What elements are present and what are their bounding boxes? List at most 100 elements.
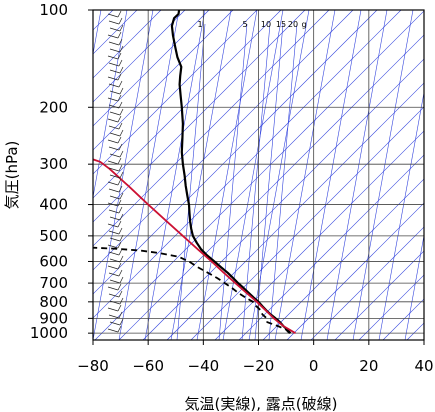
wind-barb [108, 188, 120, 193]
dry-adiabat [93, 10, 330, 247]
dewpoint-line [93, 246, 291, 334]
wind-barb [109, 90, 121, 95]
dry-adiabat [93, 10, 306, 223]
wind-barb [109, 174, 121, 179]
x-tick-label: −40 [188, 357, 220, 375]
wind-barb-flag [119, 150, 124, 158]
wind-barb-flag [117, 241, 122, 249]
wind-barb-flag [117, 31, 122, 39]
dry-adiabat [93, 10, 258, 175]
wind-barb [109, 321, 121, 326]
x-tick-label: 40 [414, 357, 433, 375]
y-tick-label: 800 [39, 293, 68, 311]
wind-barb-flag [119, 45, 124, 53]
wind-barb-flag [119, 129, 124, 137]
skewed-isotherm [222, 10, 284, 340]
skewed-isotherm [404, 233, 424, 340]
y-tick-label: 900 [39, 309, 68, 327]
wind-barb [107, 118, 119, 123]
wind-barb-flag [118, 269, 123, 277]
dry-adiabat [406, 322, 424, 340]
reference-adiabat-line [93, 158, 296, 334]
x-axis-label: 気温(実線), 露点(破線) [185, 395, 338, 412]
wind-barb [107, 76, 119, 81]
dry-adiabat [310, 226, 424, 340]
y-tick-label: 200 [39, 98, 68, 116]
wind-barb-flag [118, 38, 123, 46]
wind-barb-flag [119, 276, 124, 284]
wind-barb [108, 209, 120, 214]
wind-barb-flag [119, 318, 124, 326]
wind-barb-flag [118, 311, 123, 319]
dry-adiabat [214, 130, 424, 340]
wind-barb-flag [118, 290, 123, 298]
x-tick-label: 20 [359, 357, 378, 375]
dry-adiabat [93, 10, 210, 127]
wind-barb-flag [119, 297, 124, 305]
wind-barb-flag [117, 136, 122, 144]
wind-barb [107, 223, 119, 228]
wind-barb-flag [119, 108, 124, 116]
y-tick-label: 700 [39, 274, 68, 292]
dry-adiabat [142, 58, 424, 340]
wind-barb-flag [117, 199, 122, 207]
wind-barb [108, 125, 120, 130]
y-tick-label: 300 [39, 155, 68, 173]
dry-adiabat [166, 82, 424, 340]
skewed-isotherm [431, 10, 435, 340]
wind-barb [107, 328, 119, 333]
wind-barb [109, 132, 121, 137]
wind-barb-flag [117, 94, 122, 102]
skewed-isotherm [93, 10, 154, 340]
wind-barb [107, 34, 119, 39]
wind-barb-flag [118, 17, 123, 25]
skewed-isotherm [144, 10, 206, 340]
skewed-isotherm [274, 10, 336, 340]
wind-barb [109, 300, 121, 305]
skewed-isotherm [248, 10, 310, 340]
wind-barb-flag [119, 255, 124, 263]
series-layer [93, 10, 296, 334]
wind-barb-flag [117, 283, 122, 291]
gridlines [92, 9, 425, 340]
wind-barb [107, 97, 119, 102]
mixing-ratio-label: 10 [261, 20, 271, 29]
y-tick-label: 1000 [30, 324, 68, 342]
wind-barb-flag [117, 52, 122, 60]
wind-barb [108, 41, 120, 46]
wind-barb [109, 69, 121, 74]
wind-barb [107, 286, 119, 291]
dry-adiabat [93, 10, 186, 103]
wind-barb [109, 279, 121, 284]
temperature-line [170, 10, 292, 334]
skewed-isotherm [118, 10, 180, 340]
wind-barb [109, 111, 121, 116]
x-tick-label: −60 [132, 357, 164, 375]
dry-adiabat [93, 10, 162, 79]
wind-barb-flag [118, 101, 123, 109]
wind-barb [109, 48, 121, 53]
wind-barb [108, 293, 120, 298]
wind-barb-flag [117, 304, 122, 312]
mixing-ratio-line [241, 23, 271, 340]
x-tick-label: −80 [77, 357, 109, 375]
wind-barb [109, 153, 121, 158]
wind-barbs [107, 10, 124, 333]
skewed-isotherm [352, 10, 414, 340]
wind-barb-flag [118, 227, 123, 235]
wind-barb [108, 251, 120, 256]
wind-barb [109, 27, 121, 32]
x-tick-label: −20 [243, 357, 275, 375]
dry-adiabat [190, 106, 424, 340]
wind-barb [108, 230, 120, 235]
wind-barb [109, 237, 121, 242]
wind-barb-flag [118, 248, 123, 256]
wind-barb-flag [117, 325, 122, 333]
wind-barb-flag [119, 171, 124, 179]
wind-barb [108, 104, 120, 109]
wind-barb [108, 83, 120, 88]
mixing-ratio-label: 1 [197, 20, 202, 29]
wind-barb [108, 62, 120, 67]
wind-barb [107, 160, 119, 165]
